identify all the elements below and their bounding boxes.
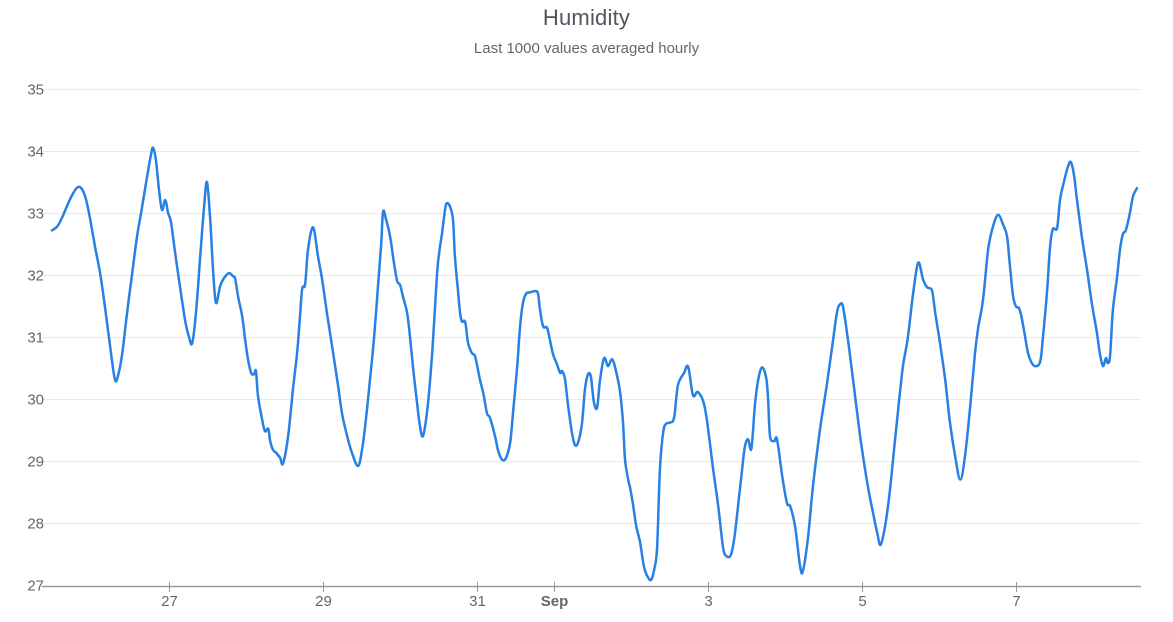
y-axis-label: 32	[27, 267, 44, 284]
y-axis-label: 34	[27, 143, 44, 160]
y-axis-label: 30	[27, 391, 44, 408]
x-axis-label: 7	[1012, 593, 1020, 610]
y-axis-label: 35	[27, 81, 44, 98]
x-axis-label: 5	[858, 593, 866, 610]
series-line-humidity	[50, 146, 1139, 582]
x-axis-label: 29	[315, 593, 332, 610]
y-axis-label: 28	[27, 515, 44, 532]
y-axis-label: 29	[27, 453, 44, 470]
y-axis-label: 31	[27, 329, 44, 346]
x-axis-label: 31	[469, 593, 486, 610]
chart-subtitle: Last 1000 values averaged hourly	[473, 40, 700, 57]
x-axis-label: Sep	[541, 593, 569, 610]
y-axis-label: 27	[27, 577, 44, 594]
x-axis-label: 27	[161, 593, 178, 610]
chart-title: Humidity	[542, 5, 631, 30]
x-axis-label: 3	[704, 593, 712, 610]
y-axis-label: 33	[27, 205, 44, 222]
